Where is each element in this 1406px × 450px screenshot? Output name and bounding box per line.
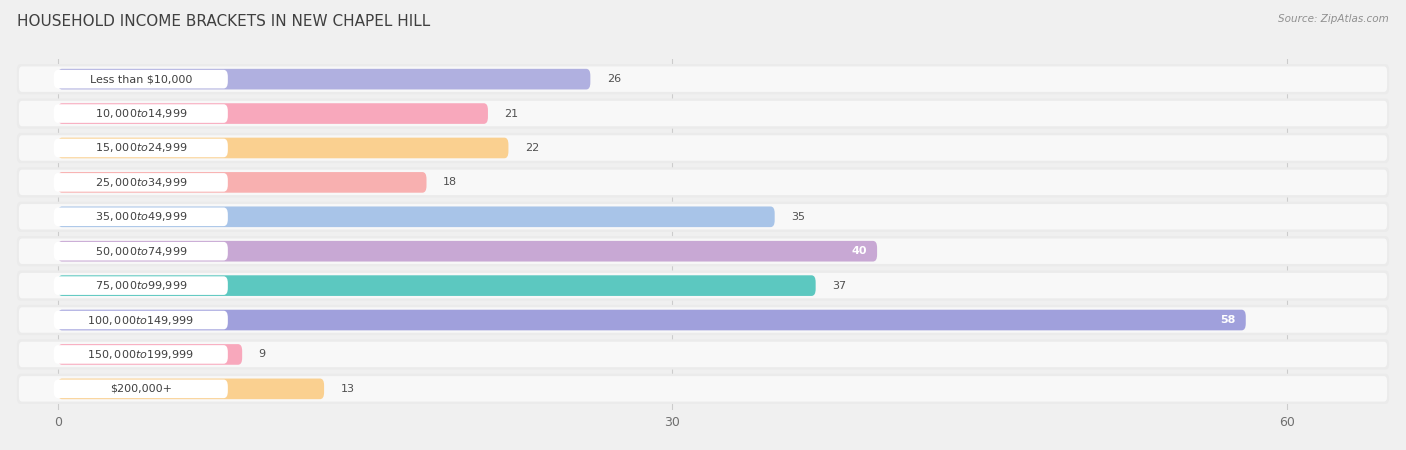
Text: 26: 26 — [607, 74, 621, 84]
FancyBboxPatch shape — [53, 139, 228, 157]
Text: 37: 37 — [832, 281, 846, 291]
FancyBboxPatch shape — [18, 204, 1388, 230]
FancyBboxPatch shape — [58, 172, 426, 193]
FancyBboxPatch shape — [17, 167, 1389, 198]
Text: $15,000 to $24,999: $15,000 to $24,999 — [94, 141, 187, 154]
Text: 13: 13 — [340, 384, 354, 394]
Text: $25,000 to $34,999: $25,000 to $34,999 — [94, 176, 187, 189]
FancyBboxPatch shape — [58, 310, 1246, 330]
FancyBboxPatch shape — [58, 138, 509, 158]
FancyBboxPatch shape — [58, 241, 877, 261]
Text: $100,000 to $149,999: $100,000 to $149,999 — [87, 314, 194, 327]
FancyBboxPatch shape — [18, 307, 1388, 333]
FancyBboxPatch shape — [58, 69, 591, 90]
FancyBboxPatch shape — [17, 339, 1389, 369]
FancyBboxPatch shape — [53, 70, 228, 89]
FancyBboxPatch shape — [58, 207, 775, 227]
Text: 21: 21 — [505, 108, 519, 118]
FancyBboxPatch shape — [53, 276, 228, 295]
Text: $75,000 to $99,999: $75,000 to $99,999 — [94, 279, 187, 292]
Text: $50,000 to $74,999: $50,000 to $74,999 — [94, 245, 187, 258]
Text: $35,000 to $49,999: $35,000 to $49,999 — [94, 210, 187, 223]
FancyBboxPatch shape — [53, 345, 228, 364]
Text: Less than $10,000: Less than $10,000 — [90, 74, 193, 84]
FancyBboxPatch shape — [17, 236, 1389, 266]
FancyBboxPatch shape — [17, 99, 1389, 129]
FancyBboxPatch shape — [18, 101, 1388, 126]
FancyBboxPatch shape — [17, 305, 1389, 335]
FancyBboxPatch shape — [58, 103, 488, 124]
FancyBboxPatch shape — [18, 342, 1388, 367]
FancyBboxPatch shape — [53, 173, 228, 192]
FancyBboxPatch shape — [18, 273, 1388, 298]
FancyBboxPatch shape — [53, 207, 228, 226]
FancyBboxPatch shape — [17, 270, 1389, 301]
Text: 58: 58 — [1220, 315, 1236, 325]
FancyBboxPatch shape — [53, 104, 228, 123]
FancyBboxPatch shape — [58, 344, 242, 365]
FancyBboxPatch shape — [58, 275, 815, 296]
Text: $10,000 to $14,999: $10,000 to $14,999 — [94, 107, 187, 120]
FancyBboxPatch shape — [53, 379, 228, 398]
Text: 40: 40 — [852, 246, 868, 256]
Text: HOUSEHOLD INCOME BRACKETS IN NEW CHAPEL HILL: HOUSEHOLD INCOME BRACKETS IN NEW CHAPEL … — [17, 14, 430, 28]
FancyBboxPatch shape — [18, 238, 1388, 264]
Text: 35: 35 — [792, 212, 806, 222]
FancyBboxPatch shape — [53, 242, 228, 261]
FancyBboxPatch shape — [17, 374, 1389, 404]
FancyBboxPatch shape — [58, 378, 325, 399]
Text: 22: 22 — [524, 143, 538, 153]
Text: 9: 9 — [259, 350, 266, 360]
FancyBboxPatch shape — [17, 64, 1389, 94]
Text: $200,000+: $200,000+ — [110, 384, 172, 394]
FancyBboxPatch shape — [18, 170, 1388, 195]
Text: 18: 18 — [443, 177, 457, 187]
Text: Source: ZipAtlas.com: Source: ZipAtlas.com — [1278, 14, 1389, 23]
FancyBboxPatch shape — [18, 135, 1388, 161]
FancyBboxPatch shape — [17, 133, 1389, 163]
FancyBboxPatch shape — [17, 202, 1389, 232]
Text: $150,000 to $199,999: $150,000 to $199,999 — [87, 348, 194, 361]
FancyBboxPatch shape — [53, 311, 228, 329]
FancyBboxPatch shape — [18, 376, 1388, 401]
FancyBboxPatch shape — [18, 67, 1388, 92]
